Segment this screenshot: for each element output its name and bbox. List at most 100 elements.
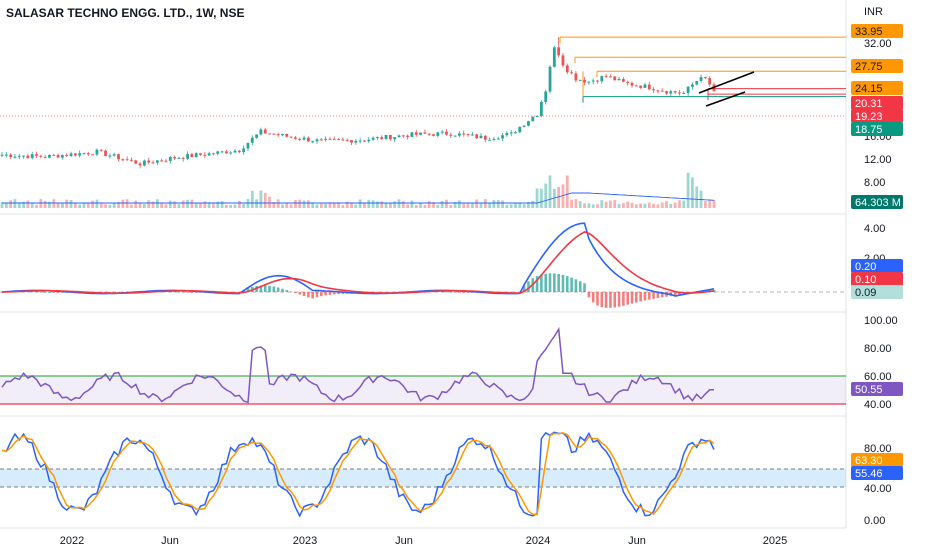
candle-body [682, 92, 686, 94]
candle-body [393, 136, 397, 140]
rsi-panel [1, 326, 714, 404]
volume-bar [570, 199, 573, 208]
candle-body [117, 154, 120, 160]
candle-body [130, 159, 133, 161]
candle-body [656, 90, 660, 92]
rsi-axis-tick-label: 60.00 [864, 371, 892, 383]
candle-body [578, 79, 582, 81]
macd-histogram-bar [604, 292, 608, 308]
volume-bar [445, 199, 448, 208]
candle-body [306, 137, 310, 142]
volume-bar [212, 203, 215, 208]
candle-body [345, 139, 349, 141]
macd-histogram-bar [341, 292, 345, 294]
candle-body [570, 72, 573, 74]
candle-body [634, 85, 638, 87]
macd-histogram-bar [315, 292, 319, 298]
candle-body [652, 89, 655, 91]
candle-body [276, 134, 280, 136]
volume-bar [48, 201, 51, 208]
volume-bar [242, 203, 246, 208]
volume-bar [143, 204, 146, 208]
candle-body [216, 151, 220, 154]
price-level-label-bg [851, 59, 903, 73]
candle-body [298, 138, 302, 140]
volume-bar [69, 200, 73, 208]
macd-histogram-bar [324, 292, 327, 296]
candle-body [246, 142, 250, 149]
volume-bar [514, 202, 517, 208]
volume-bar [630, 202, 634, 208]
volume-bar [678, 200, 681, 208]
volume-bar [397, 199, 401, 208]
volume-bar [268, 196, 271, 208]
candle-body [242, 148, 246, 153]
macd-histogram-bar [453, 291, 457, 293]
volume-bar [578, 201, 582, 208]
volume-bar [134, 200, 138, 208]
macd-histogram-bar [302, 292, 306, 296]
volume-bar [613, 200, 617, 208]
candle-body [52, 154, 56, 156]
macd-histogram-bar [535, 276, 539, 292]
time-axis-tick-label: Jun [628, 535, 646, 547]
price-level-label: 27.75 [855, 61, 883, 73]
candle-body [315, 139, 319, 142]
volume-bar [432, 202, 435, 208]
stoch-value-label: 63.30 [855, 455, 883, 467]
candle-body [30, 154, 34, 159]
time-axis-tick-label: Jun [161, 535, 179, 547]
macd-histogram-bar [449, 291, 453, 293]
macd-value-label: 0.20 [855, 261, 876, 273]
candle-body [583, 79, 586, 83]
macd-histogram-bar [30, 291, 34, 293]
candle-body [61, 155, 64, 158]
macd-histogram-bar [587, 292, 591, 298]
candle-body [630, 82, 634, 86]
volume-bar [406, 204, 410, 208]
volume-bar [130, 204, 133, 208]
candle-body [380, 137, 384, 139]
macd-histogram-bar [440, 291, 444, 293]
volume-bar [43, 200, 47, 208]
candle-body [95, 149, 99, 155]
volume-bar [527, 202, 530, 208]
macd-histogram-bar [458, 292, 461, 293]
volume-bar [531, 200, 535, 208]
volume-bar [552, 188, 556, 208]
candle-body [548, 66, 552, 92]
candle-body [673, 91, 677, 93]
volume-bar [315, 204, 319, 208]
volume-bar [440, 200, 444, 208]
volume-label-bg [851, 195, 903, 209]
volume-bar [99, 203, 103, 208]
macd-histogram-bar [639, 292, 642, 302]
candle-body [406, 135, 410, 137]
volume-bar [168, 200, 172, 208]
candle-body [708, 78, 712, 85]
candle-body [388, 134, 392, 140]
candle-body [9, 154, 13, 158]
candle-body [695, 80, 699, 85]
candle-body [289, 136, 293, 138]
volume-bar [216, 201, 220, 208]
candle-body [233, 150, 237, 153]
volume-bar [380, 201, 384, 208]
candle-body [432, 134, 435, 136]
price-panel [0, 36, 846, 208]
candle-body [0, 154, 4, 156]
volume-bar [294, 200, 297, 208]
candle-body [285, 133, 289, 137]
candle-body [522, 125, 526, 127]
volume-bar [26, 200, 30, 208]
candle-body [311, 141, 315, 143]
trend-line [698, 71, 755, 94]
macd-histogram-bar [272, 286, 276, 292]
macd-histogram-bar [289, 291, 293, 293]
candle-body [544, 91, 548, 102]
volume-bar [535, 188, 539, 208]
price-level-label-bg [851, 81, 903, 95]
macd-histogram-bar [181, 291, 185, 293]
candle-body [686, 86, 690, 93]
